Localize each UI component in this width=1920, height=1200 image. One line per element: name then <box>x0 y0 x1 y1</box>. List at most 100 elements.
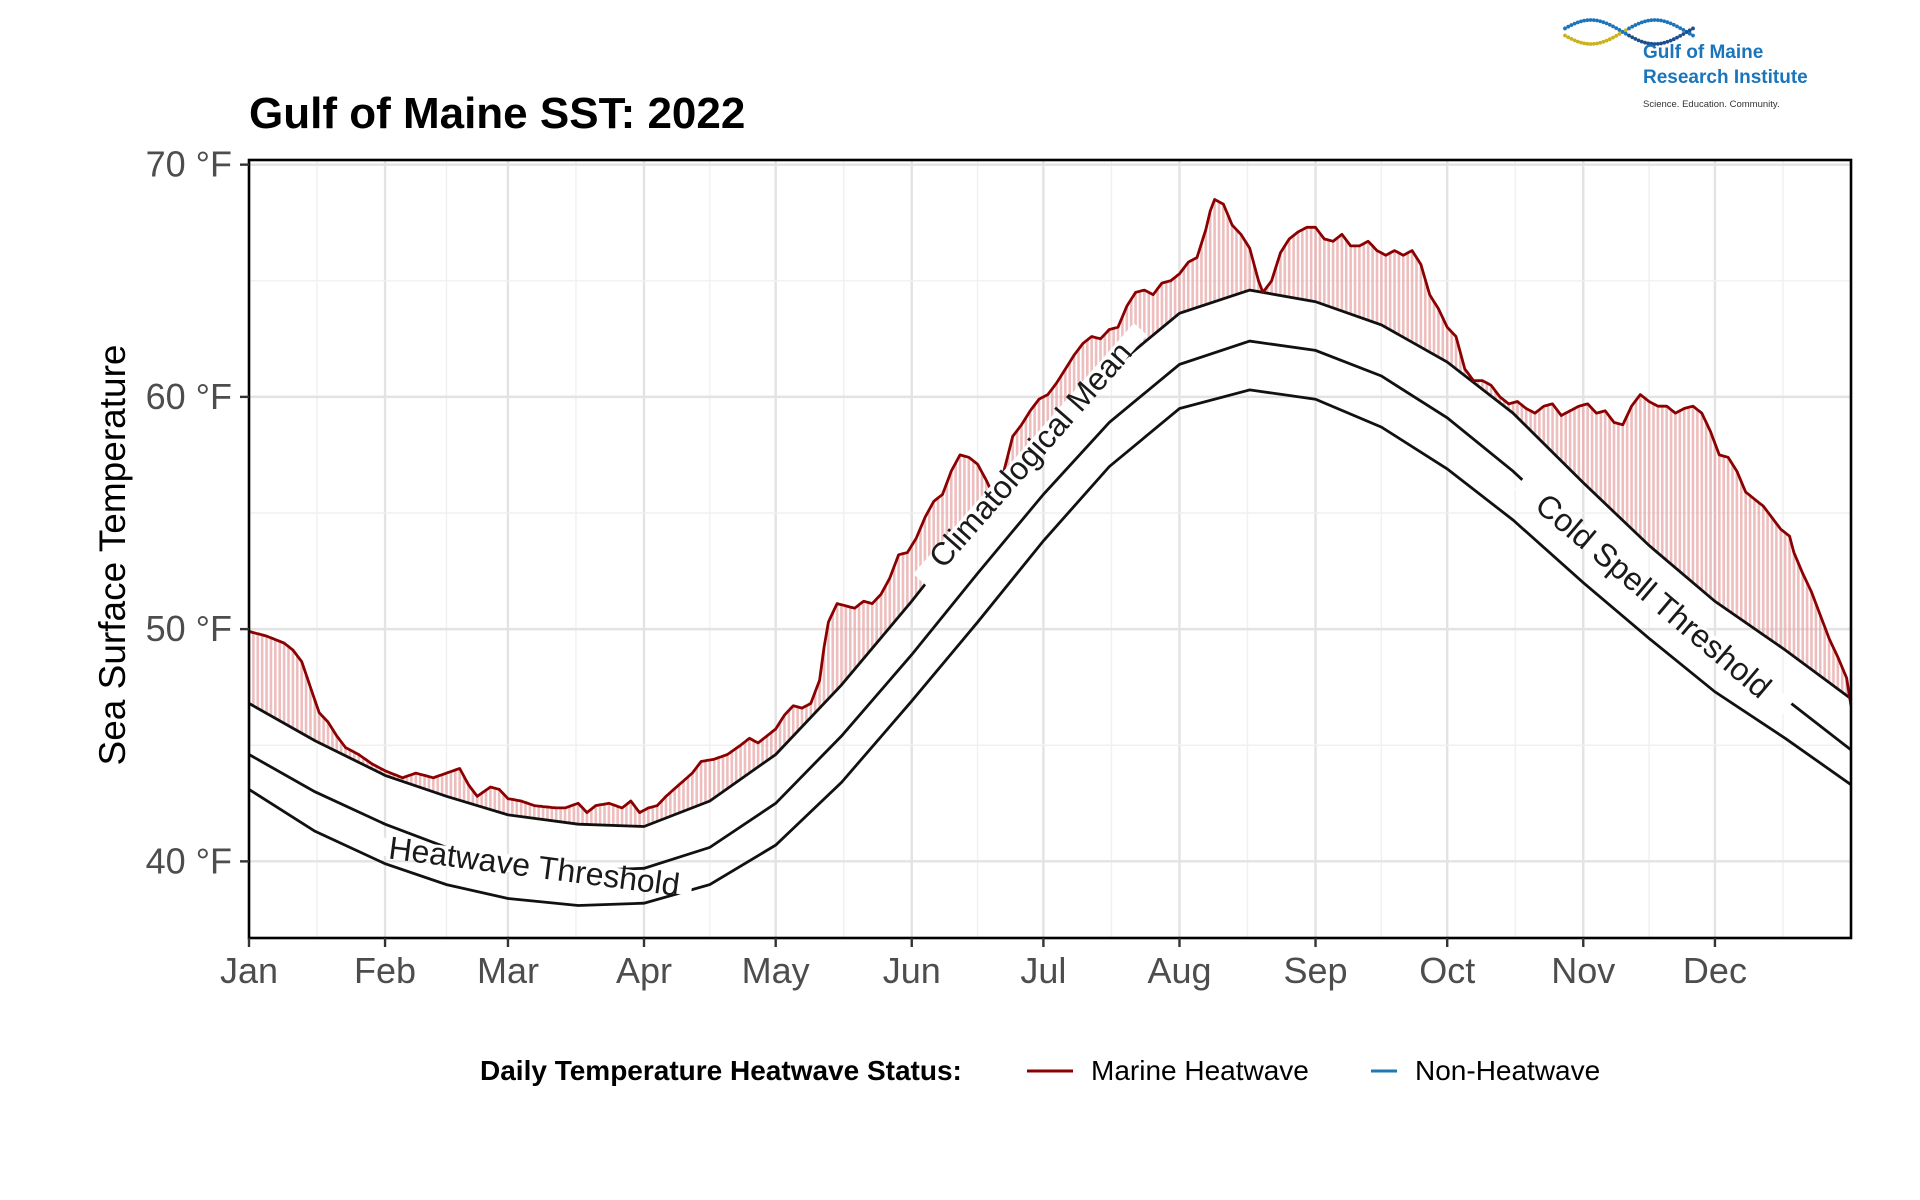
helix-dot <box>1691 26 1695 31</box>
helix-dot <box>1643 19 1647 24</box>
helix-dot <box>1595 18 1599 23</box>
logo-line1: Gulf of Maine <box>1643 42 1763 63</box>
chart-title: Gulf of Maine SST: 2022 <box>249 89 745 138</box>
x-tick-label: Jul <box>1020 950 1066 991</box>
helix-dot <box>1579 40 1583 45</box>
y-tick-label: 70 °F <box>146 144 232 185</box>
helix-dot <box>1604 38 1609 43</box>
helix-dot <box>1662 19 1667 24</box>
y-tick-label: 60 °F <box>146 376 232 417</box>
helix-dot <box>1671 22 1676 27</box>
helix-dot <box>1668 21 1673 26</box>
helix-dot <box>1569 37 1574 41</box>
anomaly-fill <box>249 199 1851 827</box>
x-tick-label: Dec <box>1683 950 1747 991</box>
helix-dot <box>1588 42 1593 46</box>
helix-dot <box>1617 32 1622 36</box>
helix-dot <box>1591 18 1596 23</box>
helix-dot <box>1659 18 1663 23</box>
panel-border <box>247 158 1853 940</box>
y-tick-label: 40 °F <box>146 840 232 881</box>
x-tick-label: Sep <box>1284 950 1348 991</box>
helix-dot <box>1623 28 1628 33</box>
helix-dot <box>1585 18 1590 23</box>
helix-dot <box>1639 39 1644 44</box>
helix-dot <box>1659 41 1663 46</box>
helix-dot <box>1627 33 1631 38</box>
helix-dot <box>1585 41 1590 46</box>
helix-dot <box>1601 20 1606 25</box>
helix-dot <box>1620 29 1625 34</box>
helix-dot <box>1566 24 1571 29</box>
helix-dot <box>1652 18 1657 22</box>
helix-dot <box>1566 35 1571 40</box>
helix-dot <box>1611 35 1615 40</box>
helix-dot <box>1665 20 1670 25</box>
helix-dot <box>1649 41 1654 46</box>
y-tick-label: 50 °F <box>146 608 232 649</box>
helix-dot <box>1646 41 1651 46</box>
x-tick-label: Nov <box>1551 950 1615 991</box>
helix-dot <box>1598 19 1603 24</box>
x-tick-label: Mar <box>477 950 539 991</box>
helix-dot <box>1687 31 1692 36</box>
helix-dot <box>1646 18 1651 23</box>
helix-dot <box>1633 37 1638 41</box>
helix-dot <box>1611 24 1615 29</box>
x-tick-label: Oct <box>1419 950 1475 991</box>
y-axis: 40 °F 50 °F 60 °F 70 °F <box>146 144 249 881</box>
helix-dot <box>1563 33 1567 38</box>
helix-dot <box>1569 23 1574 27</box>
helix-dot <box>1662 40 1667 45</box>
logo-line2: Research Institute <box>1643 67 1808 88</box>
helix-dot <box>1652 42 1657 46</box>
sst-line-heatwave <box>249 198 1851 814</box>
helix-dot <box>1671 37 1676 42</box>
helix-dot <box>1563 26 1567 31</box>
helix-dot <box>1691 33 1695 38</box>
helix-dot <box>1687 28 1692 33</box>
helix-dot <box>1643 40 1647 45</box>
x-axis: Jan Feb Mar Apr May Jun Jul Aug Sep Oct Nov Dec <box>220 938 1747 991</box>
helix-dot <box>1601 39 1606 44</box>
cold-spell-threshold-line <box>249 388 1851 907</box>
helix-dot <box>1681 28 1686 32</box>
x-tick-label: Jan <box>220 950 278 991</box>
helix-dot <box>1572 38 1577 43</box>
legend-label-heatwave: Marine Heatwave <box>1091 1055 1309 1086</box>
helix-dot <box>1636 21 1641 26</box>
x-tick-label: Jun <box>883 950 941 991</box>
label-heatwave-threshold-gap <box>375 836 694 896</box>
helix-dot <box>1614 33 1619 38</box>
helix-dot <box>1575 20 1580 25</box>
gmri-logo: Gulf of Maine Research Institute Science… <box>1563 18 1808 110</box>
helix-dot <box>1617 28 1622 32</box>
helix-dot <box>1591 41 1596 46</box>
label-heatwave-threshold: Heatwave Threshold <box>387 830 682 903</box>
helix-dot <box>1678 33 1683 38</box>
helix-dot <box>1649 18 1654 23</box>
helix-dot <box>1684 30 1689 35</box>
helix-dot <box>1607 22 1612 27</box>
helix-dot <box>1588 18 1593 22</box>
helix-dot <box>1675 35 1679 40</box>
helix-dot <box>1598 40 1603 45</box>
helix-dot <box>1681 32 1686 36</box>
y-axis-label: Sea Surface Temperature <box>92 345 133 766</box>
x-tick-label: May <box>742 950 810 991</box>
helix-dot <box>1630 24 1635 29</box>
legend-label-non-heatwave: Non-Heatwave <box>1415 1055 1600 1086</box>
helix-dot <box>1607 37 1612 42</box>
x-tick-label: Aug <box>1147 950 1211 991</box>
helix-dot <box>1675 24 1679 29</box>
helix-dot <box>1582 18 1587 23</box>
label-climatological-mean-gap <box>913 323 1148 586</box>
helix-dot <box>1668 38 1673 43</box>
helix-dot <box>1655 41 1660 46</box>
helix-dot <box>1623 31 1628 36</box>
helix-dot <box>1575 39 1580 44</box>
helix-dot <box>1627 26 1631 31</box>
helix-dot <box>1582 41 1587 46</box>
